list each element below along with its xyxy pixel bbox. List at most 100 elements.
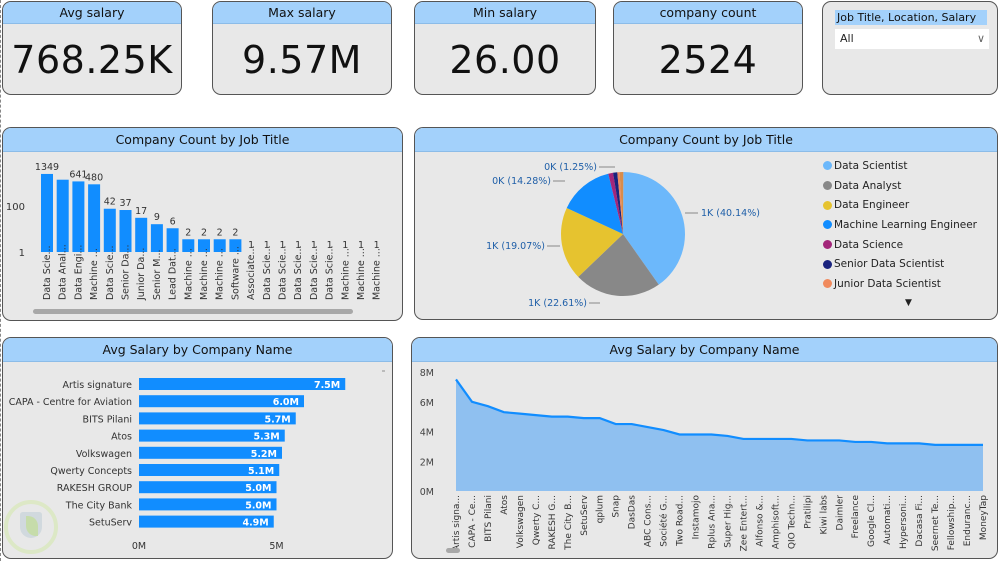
- bar: [135, 217, 148, 252]
- data-label: 6: [170, 216, 176, 227]
- legend-dot-icon: [823, 181, 832, 191]
- chevron-down-icon[interactable]: ∨: [976, 32, 985, 45]
- kpi-title: company count: [614, 2, 802, 24]
- legend-item[interactable]: Data Science: [823, 235, 977, 255]
- x-tick-label: Freelance: [851, 495, 861, 539]
- x-tick-label: Two Road...: [676, 495, 686, 547]
- data-label: 1K (40.14%): [701, 208, 760, 219]
- x-tick-label: Amphisoft...: [771, 495, 781, 549]
- bar: [139, 429, 285, 442]
- data-label: 1: [358, 240, 364, 251]
- data-label: 480: [85, 172, 103, 183]
- kpi-card-avg-salary[interactable]: Avg salary 768.25K: [2, 1, 182, 95]
- x-tick-label: Lead Dat...: [168, 248, 179, 300]
- bar: [139, 412, 296, 425]
- kpi-value: 26.00: [449, 38, 561, 82]
- bar: [139, 481, 277, 494]
- x-tick-label: Software ...: [230, 246, 241, 300]
- slicer-title: Job Title, Location, Salary: [835, 10, 987, 25]
- horizontal-scrollbar[interactable]: [33, 309, 353, 314]
- legend-item[interactable]: Machine Learning Engineer: [823, 215, 977, 235]
- pie-slice: [566, 173, 623, 234]
- x-tick-label: Machine ...: [89, 248, 100, 300]
- kpi-title: Max salary: [213, 2, 391, 24]
- y-tick-label: Artis signature: [63, 380, 133, 391]
- data-label: 2: [201, 227, 207, 238]
- legend-label: Junior Data Scientist: [834, 277, 941, 290]
- page-boundary: [0, 0, 3, 561]
- x-tick-label: Daimler: [835, 495, 845, 531]
- watermark-logo: [4, 500, 58, 554]
- avg-salary-area-chart-panel: Avg Salary by Company Name 0M 2M 4M 6M 8M Art…: [411, 337, 998, 559]
- pie-slice: [613, 172, 623, 234]
- bar: [213, 239, 226, 252]
- x-tick-label: BITS Pilani: [484, 495, 494, 542]
- x-tick-label: Hypersoni...: [899, 495, 909, 549]
- data-label: 5.1M: [248, 466, 274, 477]
- horizontal-scrollbar[interactable]: [446, 548, 460, 553]
- x-tick-label: Data Scie...: [105, 246, 116, 301]
- data-label: 9: [154, 212, 160, 223]
- data-label: 641: [69, 169, 87, 180]
- kpi-title: Min salary: [415, 2, 595, 24]
- legend-item[interactable]: Data Analyst: [823, 176, 977, 196]
- data-label: 2: [185, 227, 191, 238]
- data-label: 5.7M: [264, 414, 290, 425]
- legend-item[interactable]: Data Scientist: [823, 156, 977, 176]
- data-label: 1K (22.61%): [528, 298, 587, 309]
- x-tick-label: Data Scie...: [309, 246, 320, 301]
- kpi-card-max-salary[interactable]: Max salary 9.57M: [212, 1, 392, 95]
- slicer-card: Job Title, Location, Salary All ∨: [822, 1, 998, 95]
- x-tick-label: Data Scie...: [293, 246, 304, 301]
- pie-slice: [617, 172, 623, 234]
- legend-label: Data Scientist: [834, 159, 908, 172]
- x-tick-label: Automati...: [883, 495, 893, 545]
- legend-dot-icon: [823, 240, 832, 250]
- kpi-card-company-count[interactable]: company count 2524: [613, 1, 803, 95]
- x-tick-label: Machine ...: [356, 248, 367, 300]
- chart-title: Company Count by Job Title: [415, 128, 997, 152]
- x-tick-label: ABC Cons...: [644, 495, 654, 547]
- x-tick-label: Dacasa Fi...: [915, 495, 925, 547]
- area-line: [455, 378, 983, 446]
- legend-label: Data Science: [834, 238, 904, 251]
- data-label: 1: [311, 240, 317, 251]
- x-tick-label: Data Scie...: [42, 246, 53, 301]
- x-tick-label: The City B...: [564, 495, 574, 551]
- y-tick-label: BITS Pilani: [83, 414, 132, 425]
- y-tick-label: 6M: [420, 398, 434, 409]
- legend-item[interactable]: Data Engineer: [823, 195, 977, 215]
- legend-item[interactable]: Junior Data Scientist: [823, 274, 977, 294]
- x-tick-label: Kiwi labs: [819, 495, 829, 535]
- pie-slice: [619, 172, 624, 234]
- data-label: 6.0M: [273, 397, 299, 408]
- x-tick-label: Qwerty C...: [532, 495, 542, 545]
- company-count-bar-chart-panel: Company Count by Job Title 100 1 1349 Data …: [2, 127, 403, 321]
- bar: [72, 181, 85, 252]
- triangle-down-icon[interactable]: ▼: [905, 298, 912, 308]
- data-label: 5.0M: [245, 483, 271, 494]
- x-tick-label: Pratilipi: [803, 495, 813, 529]
- x-tick-label: Senior Da...: [121, 245, 132, 300]
- legend-dot-icon: [823, 279, 832, 289]
- y-tick-label: Volkswagen: [76, 449, 132, 460]
- x-tick-label: Enduranc...: [963, 495, 973, 546]
- slicer-dropdown[interactable]: All ∨: [835, 29, 989, 49]
- bar: [229, 239, 242, 252]
- data-label: 1: [327, 240, 333, 251]
- bar: [166, 228, 179, 252]
- x-tick-label: Machine ...: [199, 248, 210, 300]
- bar: [150, 224, 163, 252]
- data-label: 5.0M: [245, 500, 271, 511]
- y-tick-label: 0M: [420, 487, 434, 498]
- x-tick-label: Snap: [612, 495, 622, 518]
- data-label: 37: [119, 198, 131, 209]
- chart-title: Avg Salary by Company Name: [3, 338, 392, 362]
- x-tick-label: Data Scie...: [262, 246, 273, 301]
- company-count-pie-chart-panel: Company Count by Job Title 1K (40.14%) 1K…: [414, 127, 998, 320]
- pie-slice: [623, 172, 685, 285]
- bar: [139, 464, 280, 476]
- chart-title: Company Count by Job Title: [3, 128, 402, 152]
- kpi-card-min-salary[interactable]: Min salary 26.00: [414, 1, 596, 95]
- legend-item[interactable]: Senior Data Scientist: [823, 254, 977, 274]
